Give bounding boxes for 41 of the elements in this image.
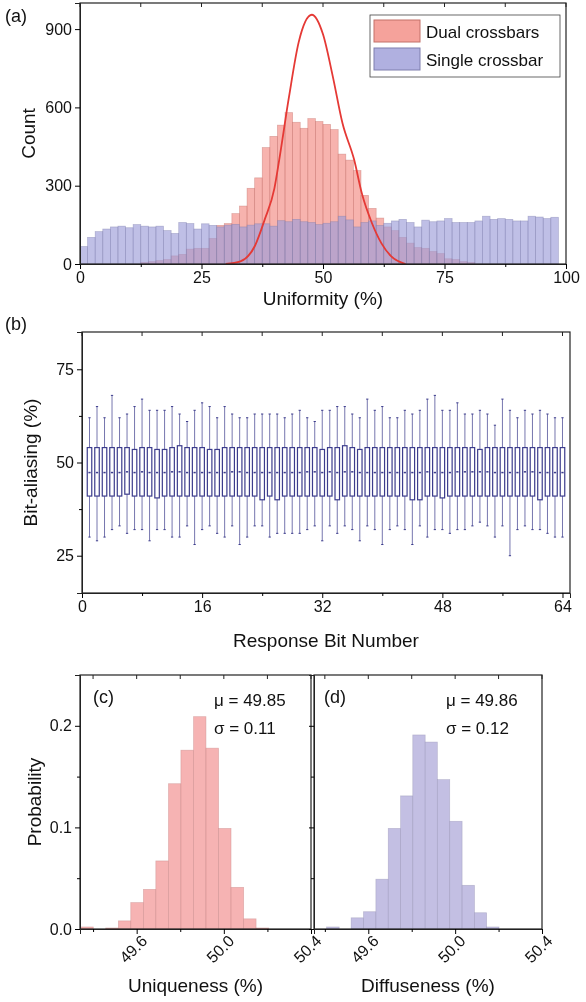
y-tick-label: 0.0 (49, 920, 73, 938)
chart-title: (a) (5, 6, 27, 26)
x-tick-label: 50 (314, 269, 333, 287)
x-axis-title: Response Bit Number (233, 630, 420, 651)
y-tick-label: 25 (56, 547, 75, 565)
x-tick-label: 25 (193, 269, 211, 287)
x-tick-label: 64 (554, 598, 572, 616)
chart-title: (b) (5, 314, 27, 334)
y-axis-title: Bit-aliasing (%) (20, 398, 42, 527)
x-tick-label: 100 (553, 269, 580, 287)
text: (c) (93, 687, 114, 707)
legend-label: Single crossbar (426, 51, 544, 70)
x-axis-title: Diffuseness (%) (361, 975, 495, 996)
x-tick-label: 16 (193, 598, 212, 616)
annotation: μ = 49.86 (446, 691, 518, 710)
annotation: σ = 0.12 (446, 719, 509, 738)
y-tick-label: 75 (56, 360, 75, 378)
text: (d) (324, 687, 346, 707)
y-tick-label: 900 (45, 20, 73, 38)
x-tick-label: 50.0 (434, 932, 469, 967)
x-tick-label: 49.6 (347, 932, 382, 967)
x-axis-title: Uniqueness (%) (127, 975, 264, 996)
legend-label: Dual crossbars (426, 23, 540, 42)
y-tick-label: 0.2 (49, 717, 73, 735)
x-tick-label: 32 (313, 598, 332, 616)
y-tick-label: 0 (63, 255, 73, 273)
y-tick-label: 600 (45, 99, 73, 117)
y-axis-title: Count (18, 107, 40, 159)
annotation: σ = 0.11 (214, 719, 276, 738)
x-tick-label: 75 (436, 269, 454, 287)
x-axis-title: Uniformity (%) (262, 288, 384, 309)
x-tick-label: 0 (76, 269, 86, 287)
x-tick-label: 50.0 (203, 932, 238, 967)
y-axis-title: Probability (24, 757, 46, 847)
annotation: μ = 49.85 (214, 691, 286, 710)
y-tick-label: 50 (56, 454, 75, 472)
x-tick-label: 48 (433, 598, 452, 616)
y-tick-label: 0.1 (49, 819, 73, 837)
y-tick-label: 300 (45, 177, 73, 195)
x-tick-label: 49.6 (116, 932, 151, 967)
x-tick-label: 0 (78, 598, 88, 616)
